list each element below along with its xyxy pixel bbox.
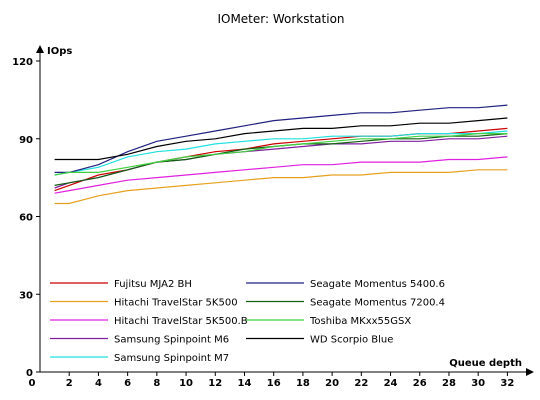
chart-title: IOMeter: Workstation [217,12,344,26]
y-tick-label: 0 [26,368,33,379]
x-tick-label: 0 [29,378,36,389]
y-axis-label: IOps [47,46,72,57]
series-line-4 [54,135,508,189]
x-tick-label: 16 [267,378,281,389]
legend: Fujitsu MJA2 BH Hitachi TravelStar 5K500 H… [50,279,445,364]
legend-label: Samsung Spinpoint M6 [114,335,229,346]
series-line-5 [54,130,508,176]
x-tick-label: 18 [296,378,310,389]
legend-item: Samsung Spinpoint M7 [50,353,229,364]
legend-item: Seagate Momentus 7200.4 [246,298,445,309]
x-axis-label: Queue depth [449,358,522,369]
series-line-9 [54,117,508,161]
x-tick-label: 26 [413,378,427,389]
x-tick-label: 28 [442,378,456,389]
legend-label: Hitachi TravelStar 5K500.B [114,316,248,327]
x-tick-label: 30 [471,378,485,389]
y-tick-label: 90 [19,135,33,146]
legend-label: Toshiba MKxx55GSX [309,316,411,327]
legend-item: Hitachi TravelStar 5K500.B [50,316,248,327]
legend-label: Seagate Momentus 5400.6 [310,279,445,290]
legend-label: Seagate Momentus 7200.4 [310,298,445,309]
x-tick-label: 6 [124,378,131,389]
x-tick-label: 12 [208,378,222,389]
series-line-2 [54,169,508,205]
legend-item: Toshiba MKxx55GSX [246,316,411,327]
legend-label: Samsung Spinpoint M7 [114,353,229,364]
y-tick-label: 120 [12,57,33,68]
x-tick-label: 22 [354,378,368,389]
legend-item: Seagate Momentus 5400.6 [246,279,445,290]
y-tick-label: 30 [19,290,33,301]
x-tick-label: 10 [179,378,193,389]
legend-item: WD Scorpio Blue [246,335,393,346]
x-tick-label: 20 [325,378,339,389]
legend-item: Samsung Spinpoint M6 [50,335,229,346]
series-line-8 [54,133,508,176]
legend-label: WD Scorpio Blue [310,335,393,346]
x-tick-label: 8 [153,378,160,389]
legend-item: Hitachi TravelStar 5K500 [50,298,238,309]
y-axis-arrow [36,45,44,53]
x-tick-label: 24 [384,378,398,389]
series-line-3 [54,156,508,194]
x-axis-arrow [526,368,534,376]
x-tick-label: 32 [500,378,514,389]
series-lines [54,104,508,205]
y-tick-label: 60 [19,213,33,224]
legend-label: Hitachi TravelStar 5K500 [114,298,238,309]
x-tick-label: 2 [66,378,73,389]
legend-label: Fujitsu MJA2 BH [114,279,192,290]
x-tick-label: 14 [238,378,252,389]
legend-item: Fujitsu MJA2 BH [50,279,192,290]
x-tick-label: 4 [95,378,102,389]
